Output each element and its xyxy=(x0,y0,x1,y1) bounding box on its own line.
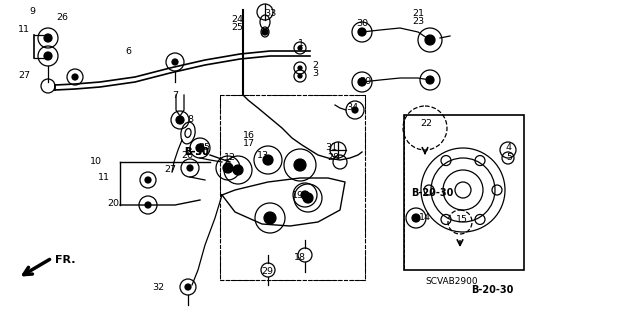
Text: 29: 29 xyxy=(261,268,273,277)
Text: 25: 25 xyxy=(231,24,243,33)
Text: 10: 10 xyxy=(90,158,102,167)
Text: 23: 23 xyxy=(412,18,424,26)
Text: B-30: B-30 xyxy=(184,147,209,157)
Circle shape xyxy=(301,191,309,199)
Text: B-20-30: B-20-30 xyxy=(411,188,453,198)
Text: 5: 5 xyxy=(506,152,512,161)
Text: 34: 34 xyxy=(346,102,358,112)
Circle shape xyxy=(298,74,302,78)
Text: 16: 16 xyxy=(243,131,255,140)
Circle shape xyxy=(44,52,52,60)
Circle shape xyxy=(264,212,276,224)
Circle shape xyxy=(145,202,151,208)
Text: 31: 31 xyxy=(325,143,337,152)
Circle shape xyxy=(233,165,243,175)
Text: 11: 11 xyxy=(18,26,30,34)
Text: 20: 20 xyxy=(107,199,119,209)
Text: B-30: B-30 xyxy=(184,147,209,157)
Text: 15: 15 xyxy=(456,216,468,225)
Circle shape xyxy=(303,193,313,203)
Circle shape xyxy=(145,177,151,183)
Circle shape xyxy=(358,78,366,86)
Circle shape xyxy=(44,34,52,42)
Text: 35: 35 xyxy=(198,144,210,152)
Text: 21: 21 xyxy=(412,10,424,19)
Text: 3: 3 xyxy=(312,70,318,78)
Circle shape xyxy=(187,165,193,171)
Text: 7: 7 xyxy=(172,91,178,100)
Text: 27: 27 xyxy=(18,70,30,79)
Text: 26: 26 xyxy=(56,12,68,21)
Text: 30: 30 xyxy=(359,77,371,85)
Text: 12: 12 xyxy=(224,152,236,161)
Text: 4: 4 xyxy=(506,144,512,152)
Circle shape xyxy=(172,59,178,65)
Text: 6: 6 xyxy=(125,48,131,56)
Bar xyxy=(220,95,365,280)
Text: 13: 13 xyxy=(257,151,269,160)
Text: SCVAB2900: SCVAB2900 xyxy=(426,278,478,286)
Text: 33: 33 xyxy=(264,10,276,19)
Text: 17: 17 xyxy=(243,139,255,149)
Text: 28: 28 xyxy=(327,153,339,162)
Circle shape xyxy=(352,107,358,113)
Circle shape xyxy=(263,155,273,165)
Circle shape xyxy=(176,116,184,124)
Text: 27: 27 xyxy=(164,166,176,174)
Text: FR.: FR. xyxy=(55,255,76,265)
Circle shape xyxy=(426,76,434,84)
Text: 11: 11 xyxy=(98,174,110,182)
Circle shape xyxy=(262,29,268,35)
Circle shape xyxy=(185,284,191,290)
Circle shape xyxy=(425,35,435,45)
Text: B-20-30: B-20-30 xyxy=(471,285,513,295)
Text: 8: 8 xyxy=(187,115,193,124)
Text: 2: 2 xyxy=(312,62,318,70)
Text: 9: 9 xyxy=(29,8,35,17)
Circle shape xyxy=(223,163,233,173)
Text: 22: 22 xyxy=(420,120,432,129)
Circle shape xyxy=(294,159,306,171)
Circle shape xyxy=(412,214,420,222)
Circle shape xyxy=(72,74,78,80)
Text: 30: 30 xyxy=(356,19,368,28)
Bar xyxy=(404,115,524,270)
Text: 14: 14 xyxy=(419,213,431,222)
Text: 24: 24 xyxy=(231,14,243,24)
Text: 1: 1 xyxy=(298,40,304,48)
Text: 32: 32 xyxy=(152,283,164,292)
Circle shape xyxy=(298,66,302,70)
Text: 19: 19 xyxy=(292,190,304,199)
Circle shape xyxy=(196,144,204,152)
Text: 18: 18 xyxy=(294,253,306,262)
Circle shape xyxy=(358,28,366,36)
Text: 26: 26 xyxy=(181,151,193,160)
Circle shape xyxy=(298,46,302,50)
